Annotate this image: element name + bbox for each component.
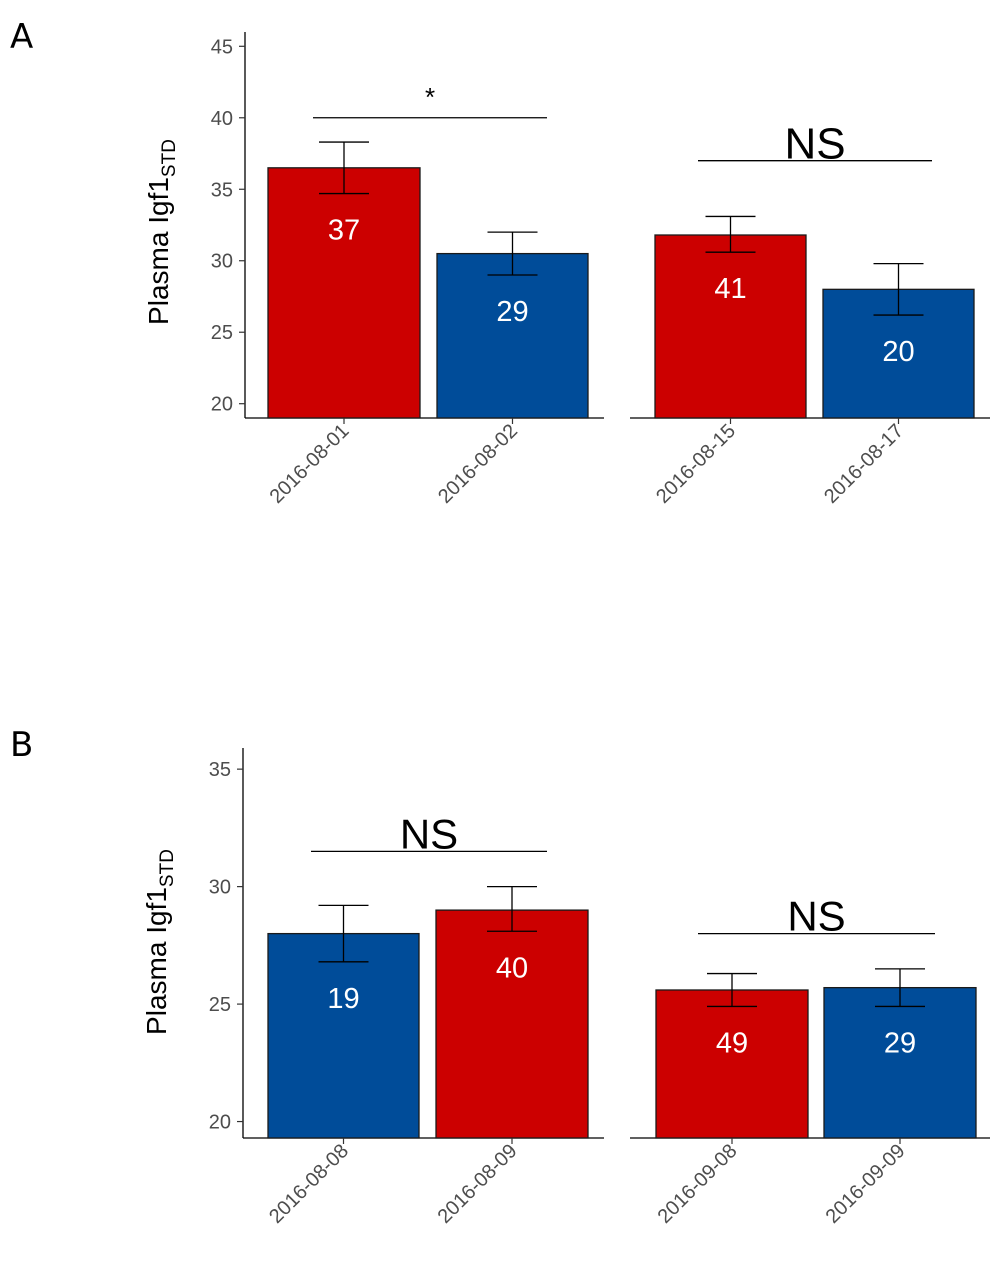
significance-label: NS xyxy=(400,810,458,857)
bar-n-label: 49 xyxy=(716,1027,748,1059)
x-tick-label: 2016-08-17 xyxy=(820,420,908,508)
x-tick-label: 2016-08-08 xyxy=(265,1140,353,1228)
bar xyxy=(267,167,421,419)
bar-n-label: 40 xyxy=(496,952,528,984)
y-axis-title: Plasma Igf1STD xyxy=(141,849,178,1035)
bar-n-label: 29 xyxy=(496,296,528,328)
bar xyxy=(655,989,809,1139)
x-tick-label: 2016-08-09 xyxy=(434,1140,522,1228)
y-axis-title-subscript: STD xyxy=(159,139,180,177)
y-axis-title-subscript: STD xyxy=(157,849,178,887)
panel-b: B Plasma Igf1STD 20 25 30 35 19 2016-08-08 40 201… xyxy=(10,725,990,1228)
y-tick-label: 25 xyxy=(209,994,231,1016)
y-tick-label: 25 xyxy=(211,322,233,344)
y-axis-title: Plasma Igf1STD xyxy=(143,139,180,325)
y-axis-title-main: Plasma Igf1 xyxy=(141,887,172,1035)
x-tick-label: 2016-08-01 xyxy=(266,420,354,508)
significance-label: NS xyxy=(787,893,845,940)
x-tick-label: 2016-08-02 xyxy=(434,420,522,508)
y-tick-label: 45 xyxy=(211,36,233,58)
bar xyxy=(436,252,589,419)
y-tick-label: 20 xyxy=(209,1112,231,1134)
bar-n-label: 41 xyxy=(714,273,746,305)
x-tick-label: 2016-08-15 xyxy=(652,420,740,508)
bar-n-label: 29 xyxy=(884,1027,916,1059)
x-tick-label: 2016-09-08 xyxy=(654,1140,742,1228)
bar-n-label: 37 xyxy=(328,215,360,247)
significance-label: NS xyxy=(784,120,845,169)
y-tick-label: 35 xyxy=(211,179,233,201)
x-tick-label: 2016-09-09 xyxy=(822,1140,910,1228)
panel-label: B xyxy=(10,725,33,765)
bar-n-label: 20 xyxy=(882,336,914,368)
y-tick-label: 20 xyxy=(211,394,233,416)
bar xyxy=(435,909,589,1139)
bar xyxy=(267,932,420,1139)
y-tick-label: 30 xyxy=(209,877,231,899)
panel-a: A Plasma Igf1STD 20 25 30 35 40 45 37 2016-08-01 2… xyxy=(10,17,990,508)
y-tick-label: 40 xyxy=(211,108,233,130)
bar xyxy=(823,986,977,1139)
bar-n-label: 19 xyxy=(327,983,359,1015)
y-tick-label: 30 xyxy=(211,251,233,273)
significance-label: * xyxy=(425,82,435,112)
y-tick-label: 35 xyxy=(209,759,231,781)
bar xyxy=(654,234,807,419)
y-axis-title-main: Plasma Igf1 xyxy=(143,177,174,325)
panel-label: A xyxy=(10,17,33,57)
